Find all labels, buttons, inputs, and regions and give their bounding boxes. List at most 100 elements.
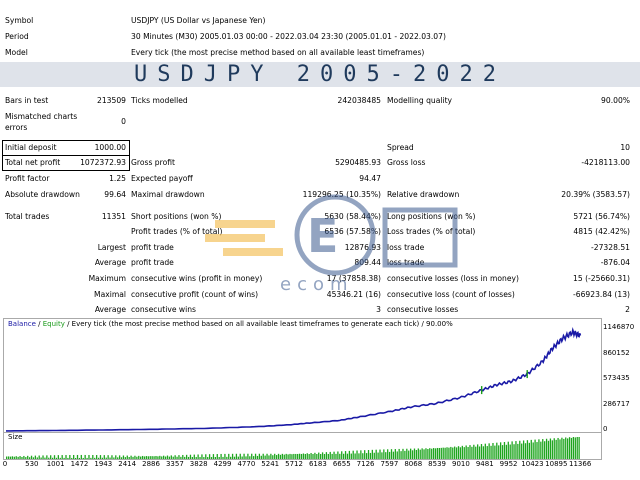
maximal-label: Maximal [94,290,126,299]
size-bar [109,457,111,459]
x-tick-label: 9010 [452,460,470,468]
size-bar [67,457,69,459]
size-bar [354,453,356,459]
size-bar [461,445,463,459]
size-bar [425,448,427,459]
x-tick-label: 4770 [237,460,256,468]
model-value: Every tick (the most precise method base… [131,48,425,57]
x-tick-label: 9481 [475,460,494,468]
size-bar [19,456,21,459]
size-bar [153,456,155,459]
size-bar [53,455,56,459]
size-bar [542,439,544,459]
y-tick-label: 573435 [603,374,630,382]
size-bar [172,456,174,459]
size-bar [226,456,228,459]
tt-label: Total trades [5,212,50,221]
grossprofit-value: 5290485.93 [335,158,381,167]
size-bar [488,443,490,459]
watermark-stripe-2 [205,234,265,242]
size-bar [115,455,117,459]
grossloss-label: Gross loss [387,158,426,167]
size-bar [28,457,31,459]
reldd-value: 20.39% (3583.57) [561,190,630,199]
size-bar [275,455,278,459]
mcl-value: 15 (-25660.31) [573,274,630,283]
size-bar [406,448,408,459]
pt-label: Profit trades (% of total) [131,227,223,236]
size-bar [207,457,209,459]
legend-rest: / Every tick (the most precise method ba… [64,320,453,328]
size-bar [475,446,477,459]
size-bar [444,447,446,459]
size-bar [503,442,506,459]
size-bar [228,453,230,459]
size-bar [409,448,412,459]
size-bar [78,457,81,459]
size-bar [419,449,421,459]
x-tick-label: 0 [2,460,8,468]
tt-value: 11351 [101,212,126,221]
y-tick-label: 286717 [603,399,630,408]
size-bar [203,457,205,459]
size-bar [166,455,169,459]
largest-label: Largest [97,243,126,252]
size-bar [381,452,383,459]
size-bar [224,453,226,459]
size-bar [524,443,527,459]
balance-chart-svg [6,326,582,432]
stats-row-pt: Profit trades (% of total) 6536 (57.58%)… [0,226,640,238]
size-bar [222,456,224,459]
size-bar [65,455,67,459]
x-tick-label: 2414 [118,460,137,468]
size-bar [113,457,115,459]
size-bar [97,457,100,459]
alt-value: -876.04 [600,258,630,267]
legend-sep: / [35,320,43,328]
average-label: Average [94,258,126,267]
size-bar [191,456,194,459]
size-bar [310,453,312,459]
size-bar [494,445,496,459]
size-bar [237,456,239,459]
size-bar [312,454,314,459]
size-bar [404,450,406,459]
size-bar [572,437,575,459]
size-bar [360,450,362,459]
stats-row-bars: Bars in test 213509 Ticks modelled 24203… [0,95,640,107]
lpt-label: profit trade [131,243,174,252]
size-bar [364,450,366,459]
size-bar [57,455,59,459]
size-bar [365,453,368,459]
title-banner: USDJPY 2005-2022 [0,62,640,87]
symbol-row: Symbol USDJPY (US Dollar vs Japanese Yen… [0,15,640,27]
stats-row-deposit: Initial deposit 1000.00 Spread 10 [0,142,640,154]
size-bar [241,456,243,459]
size-bar [42,455,44,459]
size-bar [90,457,92,459]
size-bar [6,456,8,459]
size-bar [208,454,211,459]
size-bar [212,454,215,459]
size-bar [214,457,216,459]
stats-row-average2: Average consecutive wins 3 consecutive l… [0,304,640,316]
size-bar [570,437,573,459]
size-bar [281,453,284,459]
size-bar [321,452,324,459]
size-bar [427,449,429,459]
x-tick-label: 10895 [545,460,568,468]
size-bar [563,438,565,459]
watermark-box [382,207,458,268]
size-bar [517,443,519,459]
size-bar [245,456,247,459]
balance-line [6,326,582,432]
size-bar [92,454,94,459]
netprofit-label: Total net profit [5,158,61,167]
size-bar [239,453,241,459]
size-bar [490,445,492,459]
bars-label: Bars in test [5,96,49,105]
size-bar [235,453,238,459]
size-bar [145,456,148,459]
x-tick-label: 8068 [404,460,423,468]
size-bar [168,456,171,459]
